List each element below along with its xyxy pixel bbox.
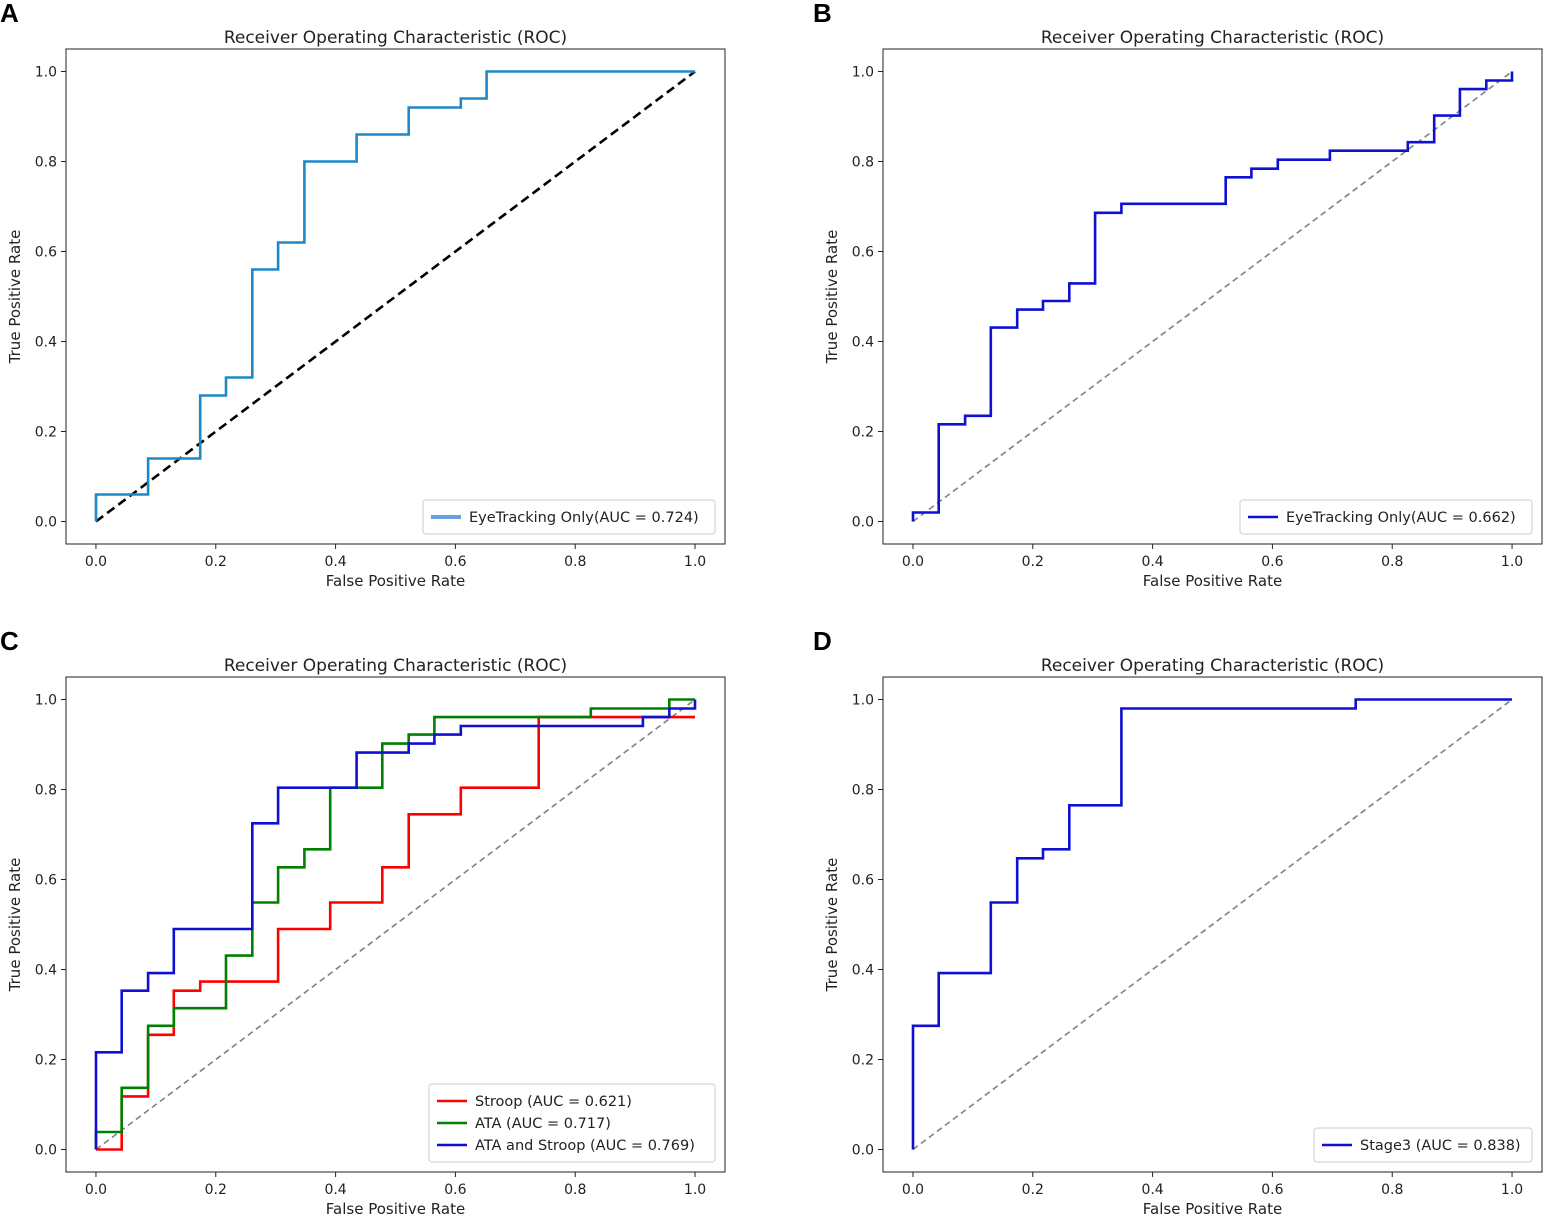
legend-box — [422, 499, 716, 535]
y-tick-label: 0.6 — [852, 873, 874, 889]
legend: Stage3 (AUC = 0.838) — [1313, 1127, 1533, 1163]
x-tick-label: 0.8 — [564, 554, 586, 570]
roc-curve-series-1 — [911, 698, 1512, 1150]
x-tick-label: 1.0 — [1501, 554, 1523, 570]
legend-box — [428, 1083, 716, 1163]
y-tick-label: 0.4 — [852, 963, 874, 979]
x-tick-label: 0.0 — [902, 1182, 924, 1198]
chance-diagonal — [912, 70, 1513, 523]
legend: EyeTracking Only(AUC = 0.662) — [1239, 499, 1533, 535]
roc-curve-series-1 — [94, 70, 695, 522]
y-tick-label: 1.0 — [852, 693, 874, 709]
panel-letter: B — [813, 0, 832, 28]
legend: Stroop (AUC = 0.621) ATA (AUC = 0.717) ATA… — [428, 1083, 716, 1163]
legend-label: Stroop (AUC = 0.621) — [475, 1094, 632, 1110]
y-tick-label: 0.8 — [852, 155, 874, 171]
y-tick-label: 0.0 — [852, 1143, 874, 1159]
y-tick-label: 0.8 — [852, 783, 874, 799]
y-tick-label: 0.2 — [35, 425, 57, 441]
y-axis-label: True Positive Rate — [6, 858, 24, 993]
legend-label: ATA (AUC = 0.717) — [475, 1116, 611, 1132]
x-tick-label: 1.0 — [684, 554, 706, 570]
y-axis-label: True Positive Rate — [6, 230, 24, 365]
x-tick-label: 0.8 — [564, 1182, 586, 1198]
y-tick-label: 0.2 — [35, 1053, 57, 1069]
chance-diagonal — [912, 698, 1513, 1151]
roc-curve-series-2 — [94, 698, 695, 1150]
roc-panel-b: B Receiver Operating Characteristic (ROC)… — [813, 0, 1543, 590]
x-tick-label: 0.6 — [444, 554, 466, 570]
y-tick-label: 0.4 — [35, 335, 57, 351]
y-tick-label: 1.0 — [35, 693, 57, 709]
x-tick-label: 0.0 — [902, 554, 924, 570]
axes-frame — [65, 48, 726, 545]
x-axis-label: False Positive Rate — [326, 572, 465, 590]
x-tick-label: 0.2 — [1022, 554, 1044, 570]
chart-title: Receiver Operating Characteristic (ROC) — [224, 656, 567, 676]
x-axis-label: False Positive Rate — [1143, 572, 1282, 590]
y-tick-label: 0.4 — [35, 963, 57, 979]
roc-panel-a: A Receiver Operating Characteristic (ROC)… — [0, 0, 726, 590]
axes-frame — [882, 48, 1543, 545]
legend-label: EyeTracking Only(AUC = 0.724) — [469, 510, 699, 526]
y-tick-label: 0.4 — [852, 335, 874, 351]
y-tick-label: 0.8 — [35, 155, 57, 171]
y-tick-label: 0.0 — [35, 1143, 57, 1159]
y-tick-label: 1.0 — [852, 65, 874, 81]
chance-diagonal — [95, 70, 696, 523]
x-tick-label: 0.0 — [85, 1182, 107, 1198]
x-tick-label: 0.6 — [1261, 554, 1283, 570]
x-tick-label: 0.0 — [85, 554, 107, 570]
y-tick-label: 0.6 — [35, 873, 57, 889]
panel-letter: A — [0, 0, 19, 28]
panel-letter: D — [813, 626, 832, 656]
y-tick-label: 0.0 — [852, 515, 874, 531]
x-tick-label: 0.6 — [1261, 1182, 1283, 1198]
chart-title: Receiver Operating Characteristic (ROC) — [1041, 28, 1384, 48]
x-tick-label: 0.6 — [444, 1182, 466, 1198]
y-tick-label: 0.0 — [35, 515, 57, 531]
x-tick-label: 0.4 — [1141, 554, 1163, 570]
x-tick-label: 0.4 — [1141, 1182, 1163, 1198]
y-axis-label: True Positive Rate — [823, 858, 841, 993]
y-tick-label: 0.6 — [852, 245, 874, 261]
panel-letter: C — [0, 626, 19, 656]
legend: EyeTracking Only(AUC = 0.724) — [422, 499, 716, 535]
roc-panel-d: D Receiver Operating Characteristic (ROC)… — [813, 626, 1543, 1216]
x-tick-label: 0.8 — [1381, 1182, 1403, 1198]
x-tick-label: 0.4 — [324, 1182, 346, 1198]
axes-frame — [882, 676, 1543, 1173]
roc-curve-series-3 — [94, 699, 697, 1150]
legend-label: ATA and Stroop (AUC = 0.769) — [475, 1138, 695, 1154]
x-axis-label: False Positive Rate — [326, 1200, 465, 1216]
axes-frame — [65, 676, 726, 1173]
legend-label: Stage3 (AUC = 0.838) — [1360, 1138, 1521, 1154]
y-tick-label: 0.2 — [852, 1053, 874, 1069]
x-tick-label: 0.2 — [205, 1182, 227, 1198]
legend-label: EyeTracking Only(AUC = 0.662) — [1286, 510, 1516, 526]
y-tick-label: 0.2 — [852, 425, 874, 441]
y-tick-label: 0.8 — [35, 783, 57, 799]
x-tick-label: 0.2 — [205, 554, 227, 570]
legend-box — [1239, 499, 1533, 535]
y-tick-label: 1.0 — [35, 65, 57, 81]
y-axis-label: True Positive Rate — [823, 230, 841, 365]
chance-diagonal — [95, 698, 696, 1151]
x-tick-label: 0.2 — [1022, 1182, 1044, 1198]
x-tick-label: 1.0 — [684, 1182, 706, 1198]
roc-panel-c: C Receiver Operating Characteristic (ROC)… — [0, 626, 726, 1216]
y-tick-label: 0.6 — [35, 245, 57, 261]
chart-title: Receiver Operating Characteristic (ROC) — [1041, 656, 1384, 676]
x-tick-label: 0.4 — [324, 554, 346, 570]
x-axis-label: False Positive Rate — [1143, 1200, 1282, 1216]
roc-curve-series-1 — [911, 71, 1514, 522]
legend-box — [1313, 1127, 1533, 1163]
x-tick-label: 1.0 — [1501, 1182, 1523, 1198]
chart-title: Receiver Operating Characteristic (ROC) — [224, 28, 567, 48]
x-tick-label: 0.8 — [1381, 554, 1403, 570]
